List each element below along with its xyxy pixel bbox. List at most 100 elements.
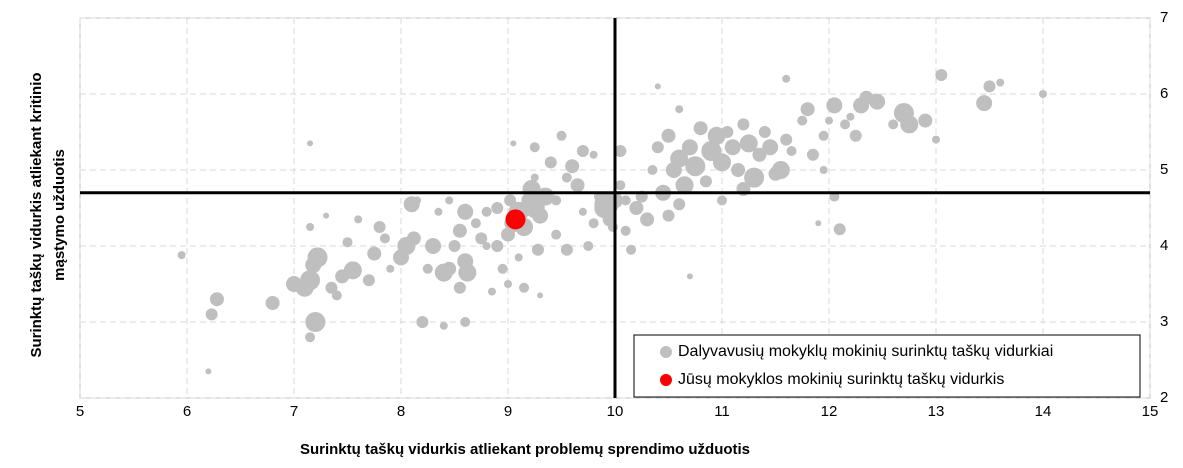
bubble <box>819 166 828 174</box>
bubble <box>481 206 492 217</box>
bubble <box>806 148 819 161</box>
bubble <box>442 261 457 276</box>
bubble <box>976 95 993 112</box>
bubble <box>457 203 474 220</box>
bubble <box>343 261 362 280</box>
bubble <box>416 316 429 328</box>
bubble <box>354 215 363 224</box>
bubble <box>514 253 523 262</box>
bubble <box>386 264 395 273</box>
y-tick-label: 6 <box>1160 85 1168 102</box>
bubble <box>826 97 843 114</box>
x-tick-label: 8 <box>397 403 405 420</box>
bubble <box>504 280 512 288</box>
x-axis-title: Surinktų taškų vidurkis atliekant proble… <box>300 441 750 458</box>
bubble <box>825 116 833 125</box>
bubble <box>205 308 218 321</box>
bubble <box>900 115 919 134</box>
bubble <box>620 195 631 206</box>
bubble <box>406 231 421 246</box>
y-tick-label: 2 <box>1160 389 1168 406</box>
bubble <box>576 145 589 157</box>
bubble <box>307 247 328 268</box>
legend-marker <box>660 346 672 358</box>
bubble <box>815 220 822 227</box>
bubble <box>846 112 855 121</box>
bubble <box>578 207 587 216</box>
legend-label: Dalyvavusių mokyklų mokinių surinktų taš… <box>678 343 1053 360</box>
bubble <box>818 130 829 141</box>
y-tick-label: 5 <box>1160 161 1168 178</box>
bubble <box>662 209 675 222</box>
bubble <box>744 167 765 188</box>
legend-label: Jūsų mokyklos mokinių surinktų taškų vid… <box>678 371 1004 388</box>
bubble <box>752 147 767 162</box>
bubble <box>849 129 862 142</box>
bubble <box>647 165 658 175</box>
bubble <box>475 232 488 245</box>
bubble <box>445 196 454 205</box>
bubble <box>342 237 353 248</box>
bubble <box>305 332 316 343</box>
bubble <box>739 134 758 153</box>
x-tick-label: 9 <box>504 403 512 420</box>
bubble <box>1039 90 1047 98</box>
bubble <box>786 146 797 156</box>
bubble <box>209 292 224 307</box>
bubble <box>640 212 655 227</box>
bubble <box>918 113 933 128</box>
bubble <box>869 93 886 110</box>
bubble <box>551 229 562 240</box>
bubble <box>693 121 708 136</box>
bubble <box>983 80 996 93</box>
bubble <box>556 130 567 141</box>
bubble <box>532 207 549 224</box>
bubble <box>519 282 530 293</box>
bubble <box>570 178 585 193</box>
bubble <box>413 196 422 205</box>
bubble <box>331 290 342 301</box>
bubble <box>544 156 557 169</box>
bubble <box>452 223 467 238</box>
bubble <box>425 238 442 254</box>
bubble <box>307 140 314 147</box>
bubble <box>482 242 491 250</box>
bubble <box>833 223 846 236</box>
bubble <box>651 141 664 154</box>
bubble <box>614 145 627 157</box>
bubble <box>840 119 851 130</box>
bubble <box>675 176 694 195</box>
x-tick-label: 11 <box>714 403 730 420</box>
bubble <box>497 263 508 274</box>
y-axis-title: Surinktų taškų vidurkis atliekant kritin… <box>28 72 45 357</box>
bubble <box>721 126 734 138</box>
bubble <box>300 270 321 291</box>
bubble <box>448 240 461 252</box>
bubble <box>797 115 808 126</box>
bubble <box>771 161 790 179</box>
bubble <box>487 287 496 296</box>
legend-marker <box>660 374 672 386</box>
legend <box>633 334 1141 398</box>
y-tick-label: 4 <box>1160 237 1168 254</box>
bubble <box>699 175 712 188</box>
bubble <box>510 140 517 147</box>
bubble <box>491 202 504 214</box>
bubble <box>323 212 330 219</box>
bubble <box>588 218 599 229</box>
bubble <box>177 251 186 260</box>
bubble <box>551 195 562 206</box>
bubble <box>205 368 212 375</box>
x-tick-label: 13 <box>928 403 945 420</box>
bubble <box>675 105 684 114</box>
x-tick-label: 6 <box>183 403 191 420</box>
bubble <box>306 223 315 231</box>
bubble <box>996 78 1005 87</box>
bubble <box>453 281 466 294</box>
y-tick-label: 3 <box>1160 313 1168 330</box>
bubble <box>434 207 443 216</box>
bubble <box>685 156 706 177</box>
bubble <box>620 225 631 236</box>
bubble <box>888 119 899 130</box>
